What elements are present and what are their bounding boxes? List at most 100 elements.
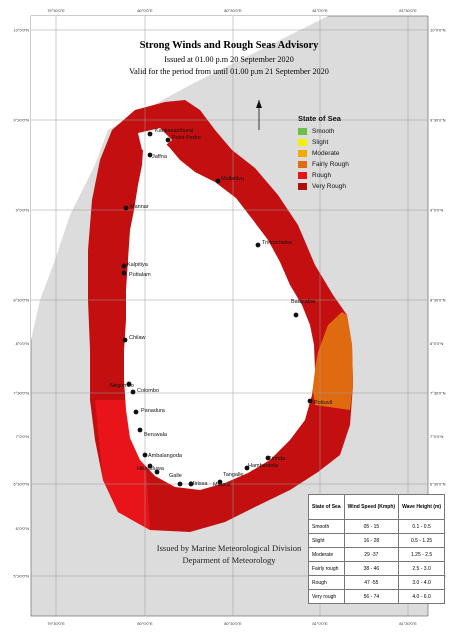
fairly-rough-zone: [312, 312, 353, 410]
place-label: Matara: [213, 482, 231, 488]
place-marker: [154, 469, 160, 475]
place-label: Mannar: [130, 204, 149, 210]
jaffna-peninsula: [138, 128, 172, 150]
place-marker: [307, 398, 313, 404]
place-marker: [188, 481, 194, 487]
place-label: Mullaitivu: [221, 176, 244, 182]
table-row: Moderate 29 -37 1.25 - 2.5: [308, 547, 446, 562]
place-marker: [130, 389, 136, 395]
footer-department: Deparment of Meteorology: [182, 555, 276, 565]
place-label: Kalpitiya: [127, 262, 149, 268]
footer-issued-by: Issued by Marine Meteorological Division: [156, 543, 302, 553]
place-label: Ambalangoda: [148, 453, 183, 459]
right-tick-label: 7°30'0"N: [430, 391, 446, 396]
sea-state-table: State of Sea Wind Speed (Kmph) Wave Heig…: [308, 494, 446, 604]
legend-label: Slight: [312, 139, 329, 146]
table-header: Wave Height (m): [398, 494, 446, 520]
top-tick-label: 80°30'0"E: [224, 8, 242, 13]
top-tick-label: 81°30'0"E: [399, 8, 417, 13]
place-label: Puttalam: [129, 272, 151, 278]
left-tick-label: 8°0'0"N: [16, 341, 29, 346]
table-cell: Very rough: [308, 589, 345, 604]
place-marker: [215, 178, 221, 184]
place-marker: [142, 452, 148, 458]
place-marker: [265, 455, 271, 461]
place-marker: [217, 479, 223, 485]
place-label: Negombo: [110, 383, 134, 389]
place-marker: [126, 381, 132, 387]
place-label: Kirinda: [268, 456, 286, 462]
place-label: Jaffna: [152, 154, 168, 160]
table-row: Smooth 05 - 15 0.1 - 0.5: [308, 519, 446, 534]
place-label: Hambantota: [248, 463, 279, 469]
sri-lanka-land: [124, 132, 315, 490]
legend-swatch: [298, 172, 307, 179]
table-cell: Rough: [308, 575, 345, 590]
place-label: Tangalle: [223, 472, 244, 478]
legend-label: Fairly Rough: [312, 161, 349, 168]
place-label: Panadura: [141, 408, 166, 414]
legend-swatch: [298, 150, 307, 157]
place-label: Pottuvil: [314, 400, 332, 406]
legend-label: Very Rough: [312, 183, 346, 190]
legend-label: Rough: [312, 172, 332, 179]
place-marker: [137, 427, 143, 433]
place-label: Galle: [169, 473, 182, 479]
bottom-tick-label: 81°30'0"E: [399, 621, 417, 626]
right-tick-label: 10°0'0"N: [430, 28, 446, 33]
left-tick-label: 8°30'0"N: [13, 298, 29, 303]
table-row: Very rough 56 - 74 4.0 - 6.0: [308, 589, 446, 604]
table-row: Slight 16 - 28 0.5 - 1.25: [308, 533, 446, 548]
place-label: Mirissa: [190, 481, 208, 487]
bottom-tick-label: 79°30'0"E: [47, 621, 65, 626]
legend-item: Slight: [298, 137, 386, 148]
legend-swatch: [298, 183, 307, 190]
place-label: Hikkaduwa: [137, 466, 165, 472]
place-marker: [147, 463, 153, 469]
top-tick-label: 79°30'0"E: [47, 8, 65, 13]
legend-label: Moderate: [312, 150, 340, 157]
place-label: Kankasanthurai: [155, 128, 193, 134]
right-tick-label: 6°30'0"N: [430, 482, 446, 487]
bottom-tick-label: 80°0'0"E: [137, 621, 153, 626]
table-cell: Smooth: [308, 519, 345, 534]
place-marker: [122, 337, 128, 343]
place-marker: [293, 312, 299, 318]
place-marker: [147, 152, 153, 158]
legend-item: Very Rough: [298, 181, 386, 192]
bottom-tick-label: 80°30'0"E: [224, 621, 242, 626]
legend-item: Fairly Rough: [298, 159, 386, 170]
place-marker: [244, 465, 250, 471]
place-label: Point Pedro: [172, 135, 201, 141]
legend-item: Moderate: [298, 148, 386, 159]
legend: State of Sea Smooth Slight Moderate Fairly …: [298, 114, 386, 192]
place-label: Chilaw: [129, 335, 146, 341]
place-markers: [121, 131, 313, 487]
table-header: State of Sea: [308, 494, 345, 520]
top-axis-labels: 79°30'0"E 80°0'0"E 80°30'0"E 81°0'0"E 81°30'…: [47, 8, 417, 13]
left-axis-labels: 10°0'0"N 9°30'0"N 9°0'0"N 8°30'0"N 7°30'0"N 6…: [13, 28, 29, 579]
legend-item: Rough: [298, 170, 386, 181]
issued-time: Issued at 01.00 p.m 20 September 2020: [164, 55, 294, 64]
table-cell: 4.0 - 6.0: [398, 589, 446, 604]
place-marker: [177, 481, 183, 487]
place-label: Beruwala: [144, 432, 168, 438]
map-title: Strong Winds and Rough Seas Advisory: [140, 40, 320, 51]
place-label: Colombo: [137, 388, 159, 394]
place-marker: [121, 263, 127, 269]
legend-swatch: [298, 128, 307, 135]
left-tick-label: 7°0'0"N: [16, 434, 29, 439]
place-marker: [121, 270, 127, 276]
legend-item: Smooth: [298, 126, 386, 137]
place-marker: [165, 137, 171, 143]
table-header: Wind Speed (Kmph): [343, 494, 400, 520]
table-cell: 47 -55: [343, 575, 400, 590]
north-arrow-icon: [256, 100, 262, 130]
place-marker: [133, 409, 139, 415]
right-tick-label: 8°30'0"N: [430, 298, 446, 303]
india-landmass: [31, 16, 328, 340]
table-cell: 0.1 - 0.5: [398, 519, 446, 534]
right-tick-label: 9°0'0"N: [430, 208, 443, 213]
